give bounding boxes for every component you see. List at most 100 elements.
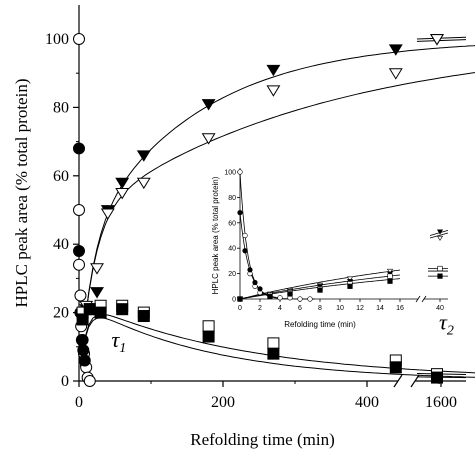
data-point-filled-square xyxy=(431,371,443,384)
x-tick-label: 0 xyxy=(75,394,83,411)
data-point-open-circle xyxy=(73,33,85,45)
inset-fit-decay-open xyxy=(239,171,315,300)
main-axes: 02040608010002004006001600Refolding time… xyxy=(12,5,466,449)
fit-curve-segment-right xyxy=(416,39,467,42)
data-point-open-square xyxy=(267,337,280,350)
inset-data-point-open-circle xyxy=(297,296,303,302)
fit-curve-filled-squares xyxy=(79,317,475,378)
data-point-open-circle xyxy=(74,289,87,302)
tau-annotation: τ2 xyxy=(439,310,454,339)
data-point-filled-square xyxy=(116,303,129,316)
inset-x-tick-label: 10 xyxy=(336,305,344,312)
x-axis-break-mark xyxy=(393,374,403,388)
inset-data-point-filled-circle xyxy=(247,267,253,273)
data-point-filled-circle xyxy=(75,333,88,346)
x-axis-title: Refolding time (min) xyxy=(190,430,334,449)
data-point-filled-triangle-down xyxy=(266,64,281,77)
x-tick-label: 1600 xyxy=(425,394,457,411)
inset-y-tick-label: 80 xyxy=(228,195,236,202)
data-point-filled-triangle-down xyxy=(136,150,151,162)
fit-curve-filled-triangles xyxy=(84,45,475,322)
inset-data-point-filled-square xyxy=(267,293,273,300)
inset-x-tick-label: 14 xyxy=(376,305,384,312)
inset-x-tick-label: 6 xyxy=(298,305,302,312)
data-point-filled-circle xyxy=(78,354,91,367)
fit-curve-open-squares xyxy=(79,313,475,374)
inset-data-point-open-triangle-down xyxy=(346,276,354,282)
data-point-open-circle xyxy=(73,258,85,271)
x-tick-label: 400 xyxy=(355,394,379,411)
inset-data-point-filled-square xyxy=(287,291,293,297)
y-tick-label: 40 xyxy=(53,236,69,253)
data-point-filled-square xyxy=(94,306,107,319)
inset-y-axis-title: HPLC peak area (% total protein) xyxy=(211,176,220,294)
data-point-filled-triangle-down xyxy=(90,287,104,299)
data-point-filled-square xyxy=(76,313,89,326)
x-tick-label: 200 xyxy=(211,394,235,411)
inset-data-point-open-square xyxy=(387,273,393,279)
y-tick-label: 0 xyxy=(61,373,69,390)
inset-data-point-filled-square xyxy=(347,283,353,289)
inset-data-point-open-triangle-down xyxy=(436,235,444,241)
fit-curve-open-triangles xyxy=(84,72,475,323)
fit-curve-segment-right xyxy=(416,36,467,40)
inset-data-point-filled-square xyxy=(387,278,393,284)
main-fit-curves xyxy=(79,36,475,379)
inset-x-tick-label: 16 xyxy=(396,305,404,312)
data-point-open-triangle-down xyxy=(201,133,216,145)
inset-x-tick-label: 12 xyxy=(356,305,364,312)
inset-data-point-open-circle xyxy=(307,296,313,302)
inset-x-tick-label: 8 xyxy=(318,305,322,312)
inset-data-point-filled-square xyxy=(437,273,443,279)
inset-x-break-mark xyxy=(415,295,421,303)
inset-y-tick-label: 60 xyxy=(228,220,236,227)
data-point-open-triangle-down xyxy=(388,68,403,80)
inset-y-tick-label: 40 xyxy=(228,246,236,253)
tau-annotation: τ1 xyxy=(111,327,126,356)
data-point-open-triangle-down xyxy=(100,208,115,220)
data-point-open-triangle-down xyxy=(115,188,130,200)
inset-x-tick-label: 40 xyxy=(436,305,444,312)
inset-data-point-filled-square xyxy=(317,287,323,293)
data-point-filled-square xyxy=(389,361,402,374)
inset-y-tick-label: 100 xyxy=(224,170,236,177)
y-tick-label: 80 xyxy=(53,99,69,116)
data-point-filled-circle xyxy=(77,344,90,357)
inset-x-tick-label: 4 xyxy=(278,305,282,312)
y-tick-label: 20 xyxy=(53,305,69,322)
y-tick-label: 100 xyxy=(45,31,69,48)
inset-data-point-open-circle xyxy=(237,169,243,175)
main-data-points xyxy=(73,33,444,387)
inset-data-point-open-triangle-down xyxy=(386,268,394,274)
data-point-filled-square xyxy=(267,347,280,360)
inset-data-point-filled-circle xyxy=(242,248,248,254)
data-point-open-triangle-down xyxy=(266,85,281,97)
inset-data-point-open-square xyxy=(437,265,443,272)
data-point-filled-square xyxy=(137,310,150,323)
inset-x-axis-title: Refolding time (min) xyxy=(284,320,356,329)
inset-fit-segment-right xyxy=(429,232,449,239)
y-tick-label: 60 xyxy=(53,168,69,185)
inset-fit-decay-filled xyxy=(239,212,281,299)
inset-data-point-filled-circle xyxy=(237,210,243,216)
inset-fit-rise xyxy=(239,269,401,300)
data-point-open-triangle-down xyxy=(430,34,444,46)
inset-x-tick-label: 2 xyxy=(258,305,262,312)
inset-y-tick-label: 0 xyxy=(232,297,236,304)
inset-data-point-open-circle xyxy=(242,232,248,239)
main-annotations: τ2τ2τ1 xyxy=(111,310,454,356)
inset-data-point-filled-square xyxy=(237,296,243,302)
inset-y-tick-label: 20 xyxy=(228,271,236,278)
data-point-filled-square xyxy=(83,303,96,316)
inset-fit-segment-right xyxy=(429,230,449,236)
data-point-open-circle xyxy=(83,375,96,387)
inset-x-break-mark xyxy=(421,295,427,303)
data-point-open-square xyxy=(202,320,215,333)
inset-chart: 0 20 40 60 80 100 0 2 4 6 8 10 12 14 16 40 Refolding tim… xyxy=(211,168,449,329)
data-point-filled-circle xyxy=(73,245,85,258)
data-point-open-triangle-down xyxy=(90,263,104,275)
inset-data-point-filled-triangle-down xyxy=(436,229,444,235)
y-axis-title: HPLC peak area (% total protein) xyxy=(12,79,31,308)
inset-data-point-filled-circle xyxy=(257,286,263,292)
